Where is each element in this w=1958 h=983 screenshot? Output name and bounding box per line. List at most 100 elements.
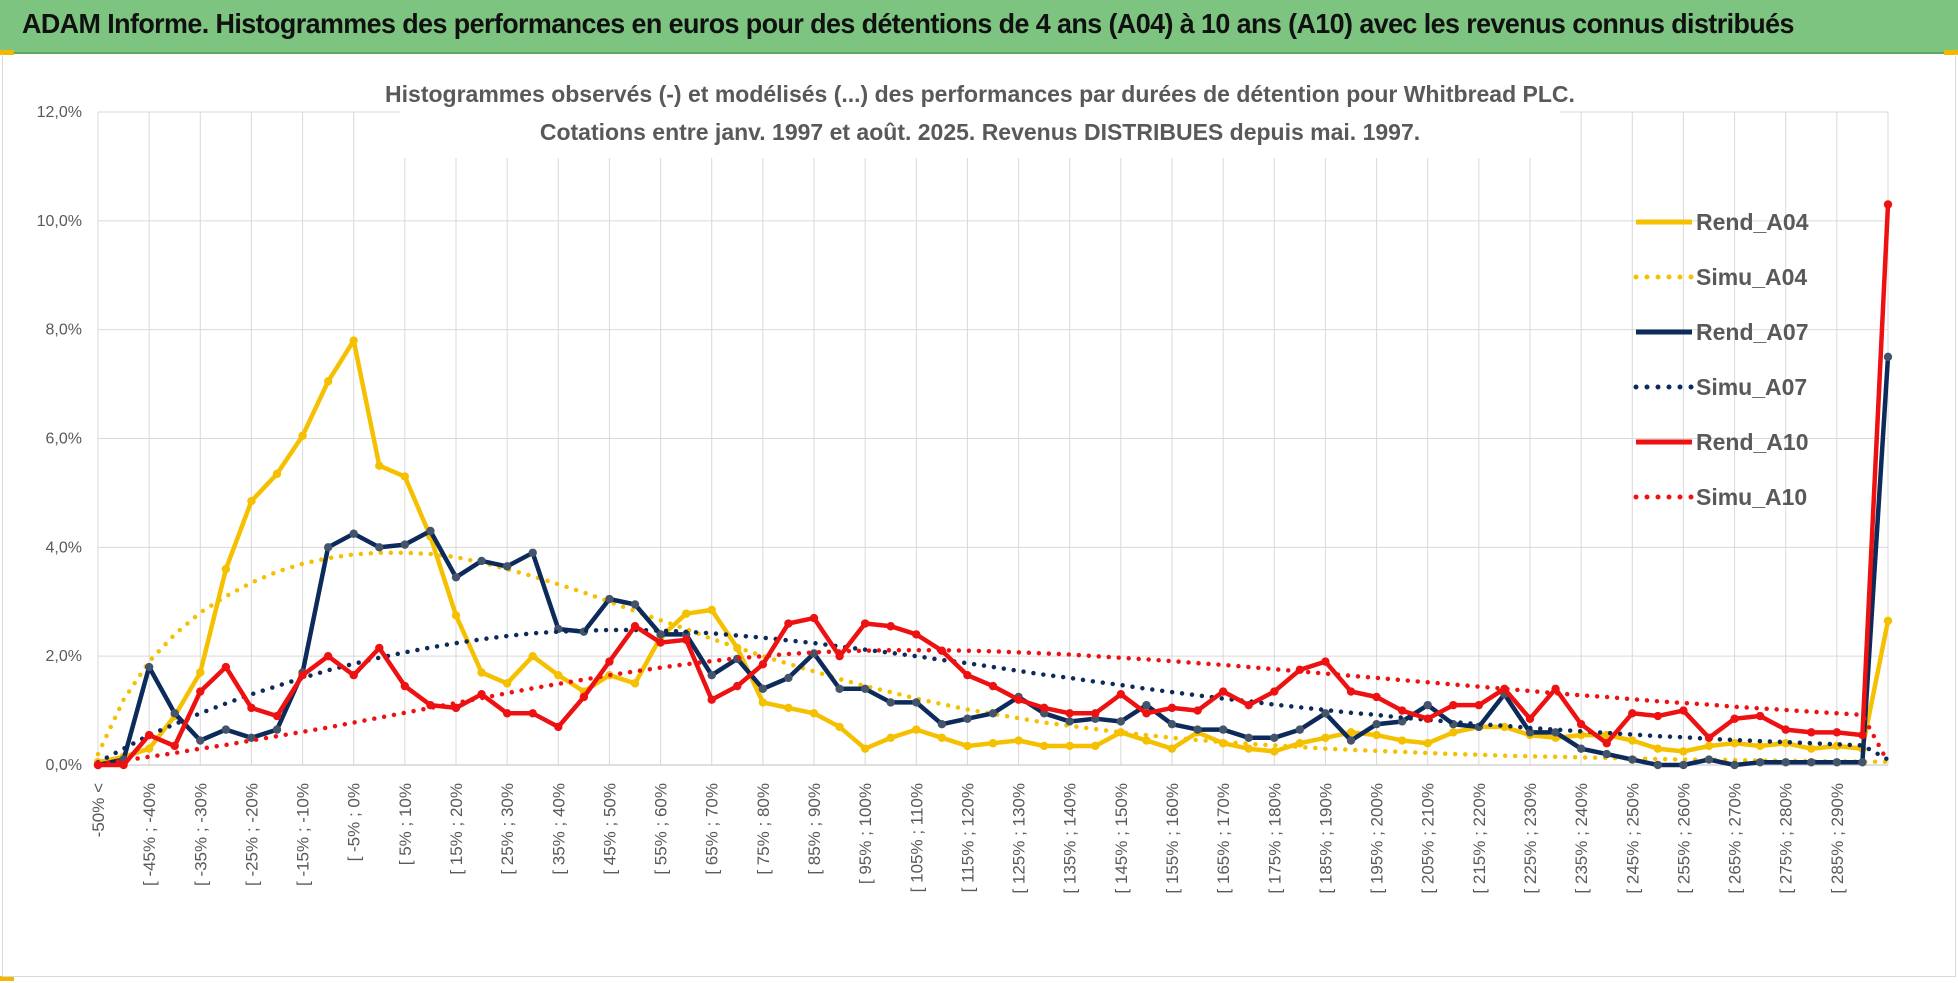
x-tick-label: [ 285% ; 290% — [1828, 783, 1847, 894]
data-point-rend-a04 — [1679, 747, 1688, 756]
data-point-rend-a07 — [1295, 725, 1305, 734]
data-point-rend-a10 — [400, 681, 410, 691]
data-point-rend-a07 — [1551, 728, 1560, 737]
legend-label-simu-a07: Simu_A07 — [1696, 374, 1807, 400]
x-tick-label: [ 145% ; 150% — [1112, 783, 1131, 894]
data-point-rend-a07 — [937, 719, 947, 729]
data-point-rend-a10 — [1653, 711, 1663, 721]
x-tick-label: [ 95% ; 100% — [856, 783, 875, 884]
data-point-rend-a10 — [1244, 700, 1253, 710]
data-point-rend-a07 — [1116, 717, 1126, 726]
data-point-rend-a10 — [1781, 725, 1790, 734]
data-point-rend-a07 — [196, 736, 205, 745]
data-point-rend-a10 — [1116, 690, 1126, 699]
x-tick-label: [ 275% ; 280% — [1777, 783, 1796, 894]
data-point-rend-a10 — [349, 671, 358, 680]
data-point-rend-a07 — [1423, 700, 1432, 710]
data-point-rend-a10 — [1142, 709, 1151, 718]
data-point-rend-a10 — [1704, 733, 1714, 742]
data-point-rend-a04 — [1065, 741, 1074, 751]
data-point-rend-a04 — [1014, 736, 1023, 745]
data-point-rend-a10 — [1628, 709, 1637, 718]
data-point-rend-a07 — [1576, 744, 1586, 753]
series-layer — [93, 200, 1893, 770]
data-point-rend-a07 — [809, 649, 819, 658]
data-point-rend-a07 — [1755, 758, 1765, 767]
data-point-rend-a10 — [988, 681, 998, 691]
data-point-rend-a04 — [272, 469, 282, 479]
data-point-rend-a04 — [1270, 747, 1279, 756]
data-point-rend-a04 — [1091, 741, 1100, 751]
data-point-rend-a10 — [1397, 706, 1407, 715]
series-line-rend-a04 — [97, 338, 1891, 765]
title-background — [400, 72, 1560, 158]
data-point-rend-a07 — [912, 698, 921, 707]
data-point-rend-a10 — [221, 662, 231, 672]
data-point-rend-a07 — [1679, 760, 1688, 770]
y-tick-label: 2,0% — [46, 648, 82, 665]
header-banner: ADAM Informe. Histogrammes des performan… — [0, 0, 1958, 54]
data-point-rend-a10 — [1039, 703, 1049, 713]
x-tick-label: [ 65% ; 70% — [703, 783, 722, 875]
data-point-rend-a10 — [656, 638, 665, 647]
data-point-rend-a04 — [375, 461, 384, 470]
data-point-rend-a07 — [1730, 760, 1739, 770]
x-tick-label: [ -25% ; -20% — [242, 783, 261, 886]
x-tick-label: [ 115% ; 120% — [958, 783, 977, 892]
data-point-rend-a10 — [170, 741, 179, 751]
data-point-rend-a10 — [502, 709, 512, 718]
data-point-rend-a04 — [349, 336, 358, 345]
data-point-rend-a07 — [1244, 733, 1253, 742]
data-point-rend-a07 — [221, 725, 231, 734]
data-point-rend-a04 — [963, 741, 972, 751]
data-point-rend-a04 — [1883, 616, 1893, 625]
data-point-rend-a04 — [937, 733, 947, 742]
data-point-rend-a10 — [1576, 719, 1586, 729]
data-point-rend-a10 — [1321, 657, 1330, 666]
x-tick-label: [ 165% ; 170% — [1214, 783, 1233, 894]
data-point-rend-a07 — [451, 573, 461, 582]
data-point-rend-a10 — [963, 671, 972, 680]
data-point-rend-a04 — [1116, 728, 1126, 737]
data-point-rend-a10 — [1167, 703, 1177, 713]
data-point-rend-a07 — [1781, 758, 1790, 767]
data-point-rend-a04 — [1244, 744, 1253, 753]
data-point-rend-a04 — [835, 722, 844, 732]
x-tick-label: [ 15% ; 20% — [447, 783, 466, 875]
data-point-rend-a10 — [1832, 728, 1842, 737]
data-point-rend-a07 — [247, 733, 256, 742]
data-point-rend-a04 — [1423, 739, 1432, 748]
data-point-rend-a07 — [1602, 749, 1611, 759]
data-point-rend-a04 — [758, 698, 768, 707]
data-point-rend-a10 — [144, 730, 154, 740]
data-point-rend-a07 — [1832, 758, 1842, 767]
data-point-rend-a04 — [144, 744, 154, 753]
data-point-rend-a10 — [323, 651, 333, 661]
data-point-rend-a07 — [886, 698, 895, 707]
x-tick-label: [ 25% ; 30% — [498, 783, 517, 875]
data-point-rend-a04 — [860, 744, 870, 753]
data-point-rend-a04 — [912, 725, 921, 734]
data-point-rend-a10 — [1730, 714, 1739, 723]
data-point-rend-a10 — [272, 711, 282, 721]
x-tick-label: [ 135% ; 140% — [1061, 783, 1080, 894]
data-point-rend-a10 — [1270, 687, 1279, 696]
series-line-rend-a07 — [97, 356, 1891, 768]
data-point-rend-a10 — [1218, 687, 1228, 696]
data-point-rend-a04 — [554, 671, 563, 680]
data-point-rend-a04 — [221, 564, 231, 574]
data-point-rend-a07 — [1628, 755, 1637, 764]
data-point-rend-a10 — [1551, 684, 1560, 694]
data-point-rend-a07 — [860, 684, 870, 694]
data-point-rend-a10 — [630, 622, 640, 631]
data-point-rend-a04 — [1295, 739, 1305, 748]
legend: Rend_A04 Simu_A04 Rend_A07 Simu_A07 Rend_A10… — [1633, 209, 1809, 510]
data-point-rend-a07 — [1218, 725, 1228, 734]
data-point-rend-a07 — [1525, 728, 1535, 737]
data-point-rend-a07 — [349, 529, 358, 538]
data-point-rend-a07 — [1321, 709, 1330, 718]
data-point-rend-a04 — [1781, 739, 1790, 748]
data-point-rend-a10 — [886, 622, 895, 631]
x-tick-label: [ 125% ; 130% — [1010, 783, 1029, 894]
